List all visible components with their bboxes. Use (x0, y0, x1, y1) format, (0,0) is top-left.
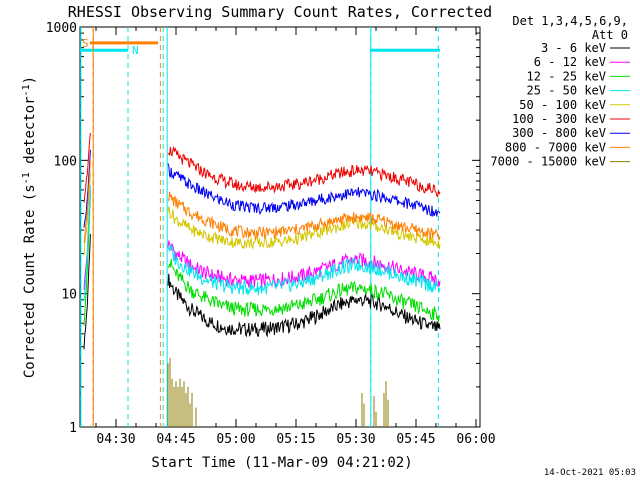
y-label-sup2: -1 (21, 84, 32, 96)
y-label-sup1: -1 (21, 172, 32, 184)
night-label: N (132, 44, 139, 57)
chart-title: RHESSI Observing Summary Count Rates, Co… (68, 3, 492, 21)
series-layer (83, 133, 441, 427)
plot-frame (79, 26, 481, 428)
y-tick-label: 1000 (46, 21, 77, 36)
series-line (167, 243, 441, 296)
x-tick-label: 04:30 (96, 432, 135, 447)
series-line (167, 163, 441, 217)
x-axis-label: Start Time (11-Mar-09 04:21:02) (151, 455, 412, 471)
legend-label: 12 - 25 keV (527, 69, 606, 83)
footer-date: 14-Oct-2021 05:03 (544, 468, 636, 478)
series-line (167, 145, 441, 198)
saa-label: S (82, 37, 89, 50)
legend-label: 50 - 100 keV (519, 98, 606, 112)
x-tick-label: 05:45 (396, 432, 435, 447)
y-label-close: ) (22, 76, 38, 84)
x-axis-ticks: 04:30 04:45 05:00 05:15 05:30 05:45 06:00 (95, 27, 496, 447)
y-tick-label: 100 (54, 154, 77, 169)
x-tick-label: 05:15 (276, 432, 315, 447)
legend-label: 6 - 12 keV (534, 55, 606, 69)
series-line (83, 173, 91, 256)
series-line (83, 133, 91, 203)
series-line (167, 191, 441, 241)
plot-area: 04:30 04:45 05:00 05:15 05:30 05:45 06:00 1101… (46, 21, 496, 447)
y-label-tail: detector (22, 96, 38, 172)
x-tick-label: 05:30 (336, 432, 375, 447)
legend-label: 3 - 6 keV (541, 41, 606, 55)
series-line (83, 160, 91, 243)
legend-label: 800 - 7000 keV (505, 140, 606, 154)
legend-label: 300 - 800 keV (512, 126, 606, 140)
y-axis-ticks: 1 10 100 1000 (46, 21, 480, 436)
x-tick-label: 06:00 (456, 432, 495, 447)
series-line (167, 206, 441, 250)
legend-label: 25 - 50 keV (527, 84, 606, 98)
x-tick-label: 04:45 (156, 432, 195, 447)
series-line (83, 233, 91, 350)
legend-label: 100 - 300 keV (512, 112, 606, 126)
series-line (167, 258, 441, 323)
y-axis-label: Corrected Count Rate (s-1 detector-1) (21, 76, 38, 378)
series-line (83, 185, 91, 302)
y-tick-label: 10 (61, 288, 77, 303)
series-line (167, 357, 389, 427)
x-tick-label: 05:00 (216, 432, 255, 447)
legend-header-1: Det 1,3,4,5,6,9, (512, 14, 628, 28)
series-line (83, 149, 91, 228)
y-label-main: Corrected Count Rate (s (22, 184, 38, 378)
series-line (83, 194, 91, 326)
y-tick-label: 1 (69, 421, 77, 436)
legend-label: 7000 - 15000 keV (490, 155, 606, 169)
legend-header-2: Att 0 (592, 28, 628, 42)
series-line (167, 273, 441, 338)
